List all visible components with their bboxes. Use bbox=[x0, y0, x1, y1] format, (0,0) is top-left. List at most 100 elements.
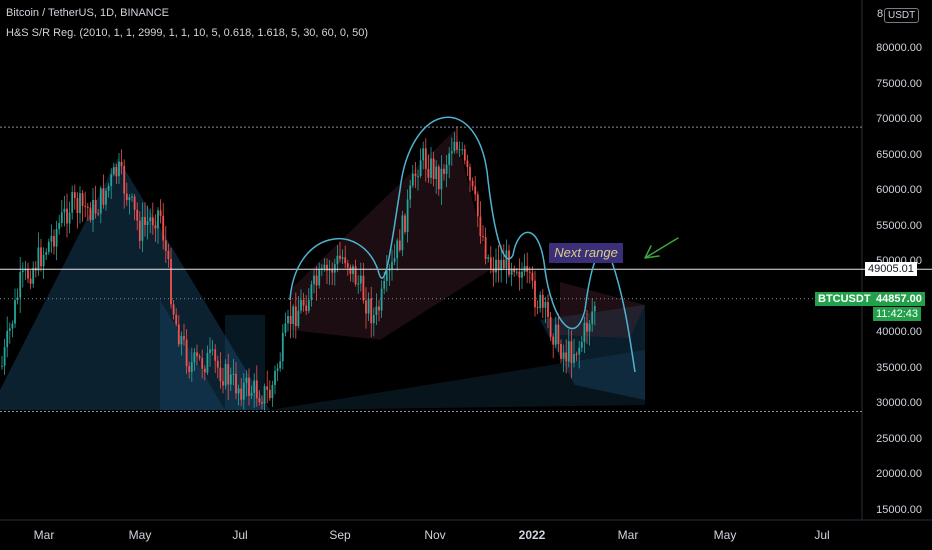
candle-body bbox=[76, 197, 79, 214]
candle-body bbox=[175, 314, 178, 325]
candle-body bbox=[102, 188, 105, 205]
candle-body bbox=[8, 328, 11, 331]
candles bbox=[1, 126, 596, 411]
candle-body bbox=[42, 254, 45, 267]
candle-body bbox=[99, 188, 102, 214]
candle-body bbox=[157, 210, 159, 229]
candle-body bbox=[131, 196, 133, 198]
next-range-annotation[interactable]: Next range bbox=[549, 243, 623, 263]
candle-body bbox=[365, 300, 367, 314]
candle-body bbox=[588, 323, 591, 332]
candle-body bbox=[375, 306, 378, 315]
price-label: 35000.00 bbox=[876, 361, 922, 374]
candle-body bbox=[521, 271, 523, 278]
candle-body bbox=[445, 164, 448, 174]
candle-body bbox=[424, 148, 427, 169]
candle-body bbox=[427, 168, 430, 178]
candle-body bbox=[580, 341, 583, 348]
candle-body bbox=[89, 207, 92, 221]
candle-body bbox=[240, 388, 243, 400]
candle-body bbox=[21, 270, 24, 273]
candle-body bbox=[128, 197, 131, 201]
candle-body bbox=[287, 315, 289, 324]
candle-body bbox=[544, 301, 547, 308]
candle-body bbox=[235, 373, 237, 394]
price-label: 40000.00 bbox=[876, 326, 922, 339]
currency-unit-button[interactable]: USDT bbox=[884, 8, 920, 23]
candle-body bbox=[398, 240, 401, 251]
candle-body bbox=[388, 269, 391, 271]
candle-body bbox=[268, 389, 271, 399]
candle-body bbox=[474, 186, 477, 195]
candle-body bbox=[229, 374, 232, 385]
candle-body bbox=[248, 377, 250, 396]
candle-body bbox=[333, 264, 336, 273]
candle-body bbox=[177, 324, 180, 345]
price-label: 65000.00 bbox=[876, 148, 922, 161]
candle-body bbox=[562, 352, 565, 359]
indicator-label[interactable]: H&S S/R Reg. (2010, 1, 1, 2999, 1, 1, 10… bbox=[6, 27, 369, 39]
candle-body bbox=[232, 373, 235, 375]
candle-body bbox=[495, 259, 497, 273]
candle-body bbox=[362, 275, 365, 301]
time-label: Nov bbox=[424, 528, 446, 542]
candle-body bbox=[300, 300, 302, 311]
candle-body bbox=[437, 166, 440, 190]
candle-body bbox=[27, 268, 29, 279]
candle-body bbox=[201, 357, 204, 369]
candle-body bbox=[466, 160, 469, 168]
candle-body bbox=[497, 259, 500, 271]
candle-body bbox=[305, 305, 308, 311]
candle-body bbox=[518, 271, 521, 278]
candle-body bbox=[456, 141, 458, 150]
candle-body bbox=[541, 294, 544, 308]
candle-body bbox=[430, 158, 432, 178]
candle-body bbox=[575, 353, 578, 355]
time-label: Jul bbox=[232, 528, 248, 542]
candle-body bbox=[336, 255, 339, 265]
candle-body bbox=[40, 247, 42, 267]
candle-body bbox=[549, 316, 552, 337]
candle-body bbox=[417, 175, 419, 177]
candle-body bbox=[471, 180, 474, 187]
symbol-title[interactable]: Bitcoin / TetherUS, 1D, BINANCE bbox=[6, 7, 170, 19]
candle-body bbox=[167, 250, 170, 260]
candle-body bbox=[346, 263, 349, 268]
time-label: Mar bbox=[33, 528, 55, 542]
candle-body bbox=[144, 216, 146, 225]
candle-body bbox=[73, 192, 76, 198]
candle-body bbox=[47, 241, 50, 253]
pattern-region bbox=[290, 130, 490, 340]
pattern-region bbox=[540, 305, 645, 400]
candle-body bbox=[359, 275, 362, 284]
candle-body bbox=[414, 173, 417, 177]
candle-body bbox=[203, 368, 206, 373]
candle-body bbox=[19, 272, 22, 298]
candle-body bbox=[422, 148, 425, 161]
candle-body bbox=[352, 266, 354, 274]
candle-body bbox=[302, 300, 305, 306]
price-label: 20000.00 bbox=[876, 468, 922, 481]
candle-body bbox=[185, 339, 188, 367]
candle-body bbox=[112, 167, 115, 175]
candle-body bbox=[81, 193, 84, 206]
symbol-price-tag: BTCUSDT bbox=[815, 292, 874, 306]
candle-body bbox=[172, 304, 175, 315]
candle-body bbox=[281, 333, 284, 362]
candle-body bbox=[435, 166, 438, 179]
candle-body bbox=[71, 192, 74, 213]
candle-body bbox=[378, 306, 380, 311]
candle-body bbox=[469, 167, 471, 181]
candle-body bbox=[476, 194, 479, 217]
candle-body bbox=[513, 268, 516, 272]
candle-body bbox=[448, 153, 451, 165]
candle-body bbox=[115, 167, 118, 177]
candle-body bbox=[125, 193, 128, 201]
candle-body bbox=[245, 377, 248, 383]
candle-body bbox=[510, 268, 513, 275]
candle-body bbox=[120, 161, 123, 167]
pattern-region bbox=[270, 350, 645, 410]
candle-body bbox=[515, 271, 518, 273]
price-label: 30000.00 bbox=[876, 397, 922, 410]
